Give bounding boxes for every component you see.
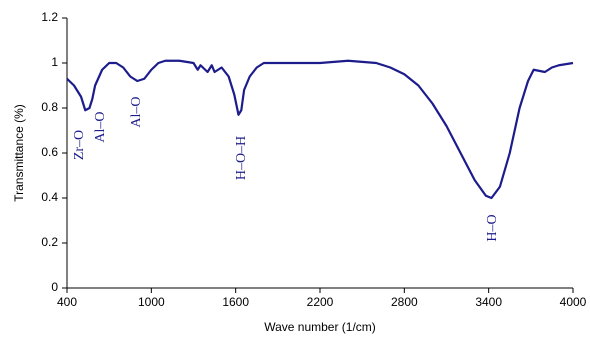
- x-tick-label: 3400: [475, 295, 502, 309]
- y-tick-label: 0.6: [41, 145, 58, 159]
- x-tick-label: 2200: [307, 295, 334, 309]
- y-tick-label: 0.8: [41, 100, 58, 114]
- x-tick-label: 1000: [138, 295, 165, 309]
- y-tick-label: 0.4: [41, 190, 58, 204]
- y-tick-label: 0: [51, 280, 58, 294]
- x-tick-label: 2800: [391, 295, 418, 309]
- y-tick-label: 1.2: [41, 10, 58, 24]
- x-axis-label: Wave number (1/cm): [264, 320, 376, 334]
- peak-annotation: Al–O: [93, 111, 108, 142]
- peak-annotation: H–O: [485, 214, 500, 241]
- x-tick-label: 4000: [560, 295, 587, 309]
- y-tick-label: 0.2: [41, 235, 58, 249]
- peak-annotation: H–O–H: [234, 136, 249, 180]
- y-tick-label: 1: [51, 55, 58, 69]
- peak-annotation: Al–O: [129, 96, 144, 127]
- x-tick-label: 400: [57, 295, 77, 309]
- x-tick-label: 1600: [222, 295, 249, 309]
- y-axis-label: Transmittance (%): [12, 104, 26, 202]
- spectrum-line: [66, 59, 574, 200]
- peak-annotation: Zr–O: [72, 130, 87, 160]
